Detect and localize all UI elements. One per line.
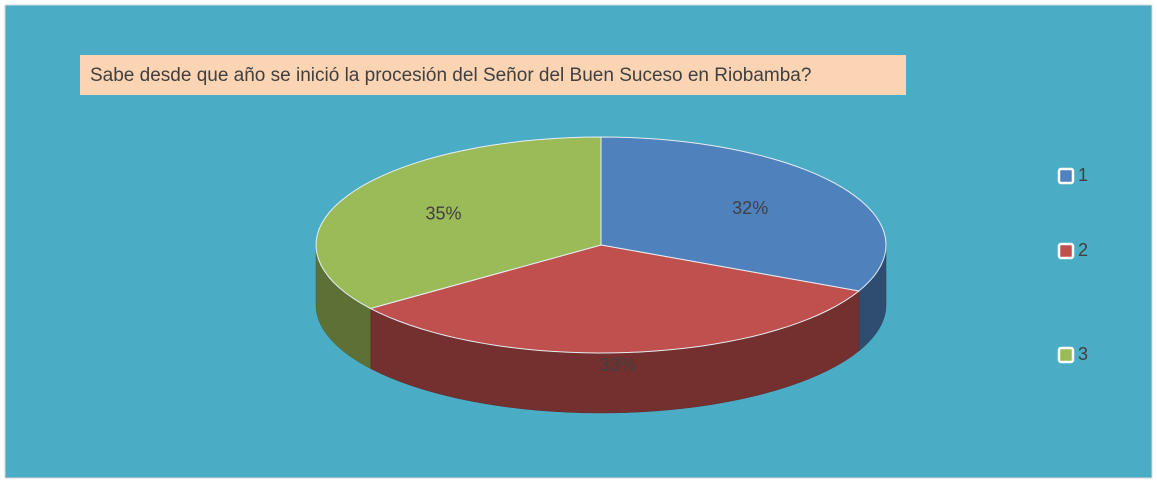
legend-swatch <box>1057 242 1075 260</box>
pie-slice <box>315 136 602 310</box>
data-label: 32% <box>732 198 768 218</box>
legend-label: 2 <box>1078 240 1088 260</box>
legend-label: 3 <box>1078 344 1088 364</box>
legend-swatch <box>1057 346 1075 364</box>
data-label: 35% <box>426 203 462 223</box>
legend-swatch <box>1057 167 1075 185</box>
pie-slice <box>369 244 861 354</box>
legend-label: 1 <box>1078 165 1088 185</box>
chart-title: Sabe desde que año se inició la procesió… <box>90 65 811 86</box>
pie-slice <box>600 136 887 292</box>
data-label: 33% <box>600 355 636 375</box>
title-box <box>80 55 906 95</box>
